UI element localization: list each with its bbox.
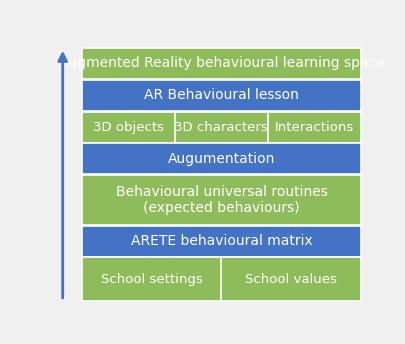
Bar <box>82 143 360 174</box>
Bar <box>82 226 360 257</box>
Text: School values: School values <box>245 273 336 286</box>
Text: Interactions: Interactions <box>274 120 353 133</box>
Bar <box>82 257 360 301</box>
Text: 3D characters: 3D characters <box>174 120 268 133</box>
Bar <box>82 175 360 225</box>
Text: Behavioural universal routines
(expected behaviours): Behavioural universal routines (expected… <box>115 185 326 215</box>
Bar <box>82 80 360 111</box>
Text: AR Behavioural lesson: AR Behavioural lesson <box>144 88 298 102</box>
Text: Augmented Reality behavioural learning space: Augmented Reality behavioural learning s… <box>58 56 384 71</box>
Bar <box>82 111 360 142</box>
Text: School settings: School settings <box>101 273 202 286</box>
Text: 3D objects: 3D objects <box>93 120 164 133</box>
Text: ARETE behavioural matrix: ARETE behavioural matrix <box>130 234 311 248</box>
Bar <box>82 48 360 79</box>
Text: Augumentation: Augumentation <box>167 152 275 166</box>
